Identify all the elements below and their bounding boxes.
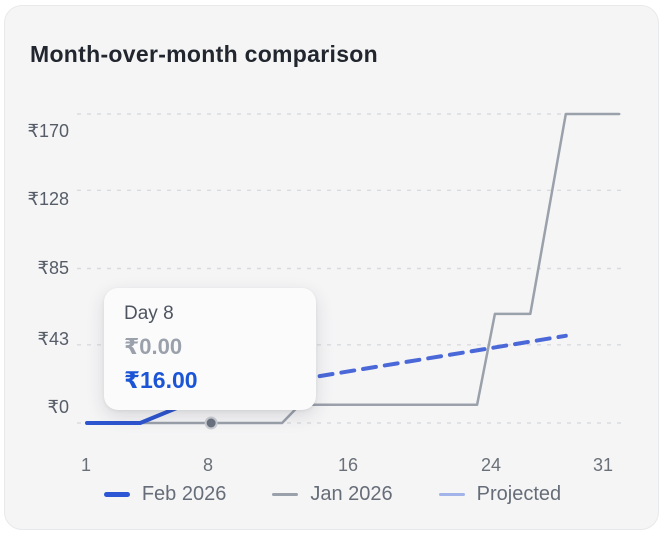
month-comparison-chart[interactable]: ₹170 ₹128 ₹85 ₹43 ₹0 1 8 16 24 31 Day 8 … [5,6,660,531]
x-tick-16: 16 [337,455,359,475]
y-axis: ₹170 ₹128 ₹85 ₹43 ₹0 [5,6,69,531]
legend-item-feb-2026[interactable]: Feb 2026 [103,483,227,506]
legend-label-jan-2026: Jan 2026 [310,483,393,505]
legend-item-jan-2026[interactable]: Jan 2026 [272,483,393,506]
y-tick-170: ₹170 [27,121,69,141]
chart-plot-area[interactable] [5,6,660,531]
legend-label-projected: Projected [476,483,562,505]
x-tick-8: 8 [202,455,213,475]
x-tick-24: 24 [480,455,502,475]
x-tick-31: 31 [592,455,614,475]
series-line-jan-2026 [85,112,621,425]
chart-tooltip: Day 8 ₹0.00 ₹16.00 [104,288,316,410]
hover-point-marker [204,416,218,430]
feb-2026-swatch-icon [103,492,130,497]
chart-card: Month-over-month comparison ₹170 ₹128 ₹8… [4,5,659,530]
y-tick-43: ₹43 [37,329,69,349]
legend-label-feb-2026: Feb 2026 [141,483,227,505]
chart-legend: Feb 2026 Jan 2026 Projected [5,483,660,506]
legend-item-projected[interactable]: Projected [438,483,562,506]
projected-swatch-icon [438,493,465,496]
tooltip-day-label: Day 8 [124,303,174,324]
tooltip-feb-value: ₹16.00 [124,367,198,393]
chart-title: Month-over-month comparison [30,41,378,67]
jan-2026-swatch-icon [272,493,299,496]
series-line-projected [209,333,568,396]
y-tick-85: ₹85 [37,258,69,278]
y-tick-0: ₹0 [47,397,69,417]
tooltip-jan-value: ₹0.00 [124,334,183,359]
x-tick-1: 1 [80,455,91,475]
y-tick-128: ₹128 [27,189,69,209]
